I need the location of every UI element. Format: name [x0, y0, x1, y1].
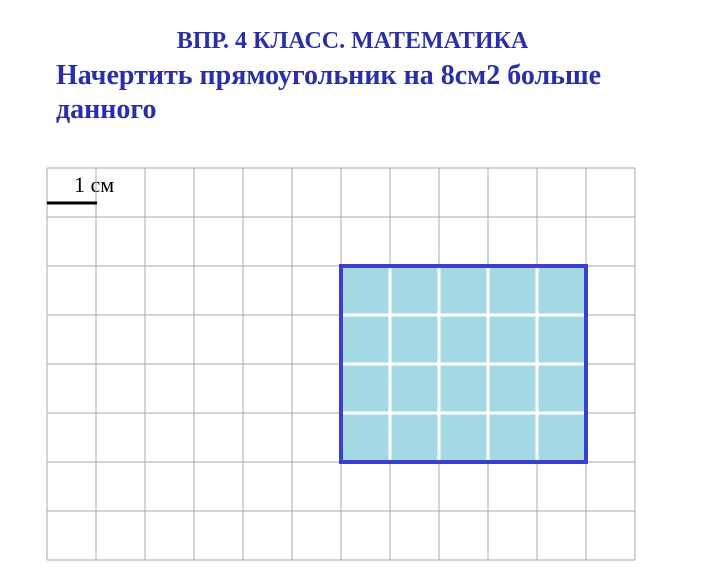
task-subtitle: Начертить прямоугольник на 8см2 больше д… — [0, 55, 705, 126]
grid-diagram — [44, 165, 638, 563]
page-header: ВПР. 4 КЛАСС. МАТЕМАТИКА — [0, 0, 705, 55]
